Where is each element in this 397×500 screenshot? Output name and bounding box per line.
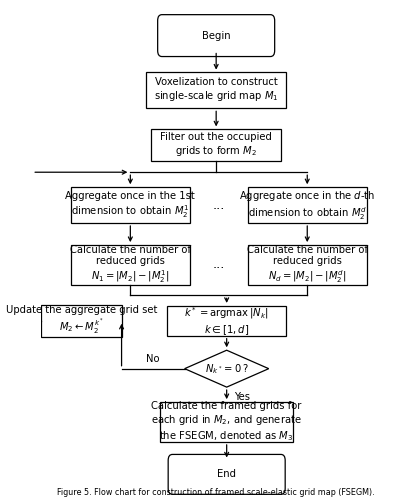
Text: Begin: Begin (202, 30, 231, 40)
Text: ...: ... (213, 258, 225, 272)
Text: No: No (146, 354, 160, 364)
Polygon shape (185, 350, 269, 387)
Bar (248, 187, 367, 223)
Bar (167, 306, 286, 336)
Text: Update the aggregate grid set
$M_2 \leftarrow M_2^{k^*}$: Update the aggregate grid set $M_2 \left… (6, 306, 157, 336)
Text: Calculate the framed grids for
each grid in $M_2$, and generate
the FSEGM, denot: Calculate the framed grids for each grid… (151, 401, 302, 443)
Bar (151, 130, 281, 161)
Text: ...: ... (213, 198, 225, 211)
Bar (160, 402, 293, 442)
Text: Figure 5. Flow chart for construction of framed scale-elastic grid map (FSEGM).: Figure 5. Flow chart for construction of… (57, 488, 375, 497)
Text: Aggregate once in the 1st
dimension to obtain $M_2^1$: Aggregate once in the 1st dimension to o… (66, 190, 195, 220)
Text: $k^* = \mathrm{argmax}\,|N_k|$
$k\in[1,d]$: $k^* = \mathrm{argmax}\,|N_k|$ $k\in[1,d… (184, 305, 269, 336)
Bar (146, 72, 286, 108)
Text: Aggregate once in the $d$-th
dimension to obtain $M_2^d$: Aggregate once in the $d$-th dimension t… (239, 188, 375, 222)
Text: Filter out the occupied
grids to form $M_2$: Filter out the occupied grids to form $M… (160, 132, 272, 158)
Text: End: End (217, 470, 236, 480)
Bar (71, 245, 190, 285)
Bar (248, 245, 367, 285)
FancyBboxPatch shape (168, 454, 285, 494)
Text: Yes: Yes (234, 392, 250, 402)
Text: Calculate the number of
reduced grids
$N_d = |M_2| - |M_2^d|$: Calculate the number of reduced grids $N… (247, 244, 368, 286)
Text: Calculate the number of
reduced grids
$N_1 = |M_2| - |M_2^1|$: Calculate the number of reduced grids $N… (70, 244, 191, 286)
Text: $N_{k^*} = 0\,?$: $N_{k^*} = 0\,?$ (205, 362, 249, 376)
FancyBboxPatch shape (158, 14, 275, 56)
Text: Voxelization to construct
single-scale grid map $M_1$: Voxelization to construct single-scale g… (154, 78, 279, 104)
Bar (71, 187, 190, 223)
Bar (41, 305, 121, 337)
